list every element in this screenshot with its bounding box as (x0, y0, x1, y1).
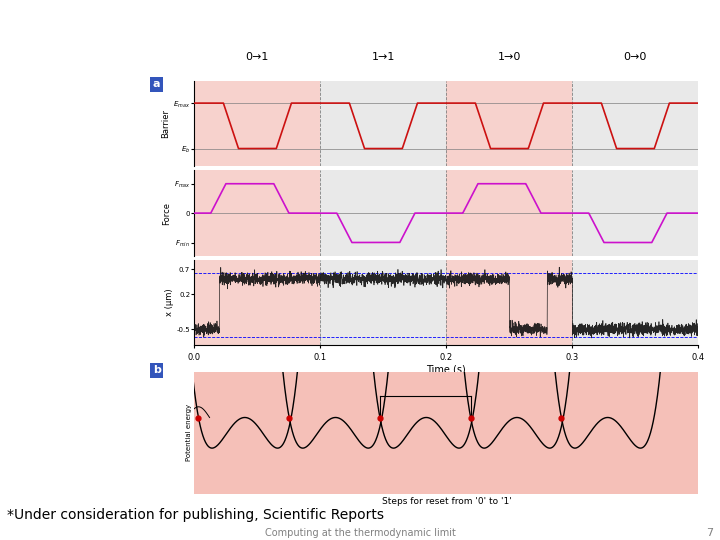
Bar (446, 81, 572, 166)
X-axis label: Steps for reset from '0' to '1': Steps for reset from '0' to '1' (382, 497, 511, 506)
Y-axis label: Potential energy: Potential energy (186, 404, 192, 461)
Bar (572, 81, 698, 166)
Text: 1→1: 1→1 (372, 52, 395, 62)
Text: Computing at the thermodynamic limit: Computing at the thermodynamic limit (7, 18, 495, 38)
Text: a: a (153, 79, 161, 89)
Text: 7: 7 (706, 528, 713, 538)
Y-axis label: x (μm): x (μm) (165, 289, 174, 316)
Bar (446, 260, 572, 345)
Text: 1→0: 1→0 (498, 52, 521, 62)
Bar (320, 81, 446, 166)
Text: M. López-Suárez; I. Neri; L. Gammaitoni: M. López-Suárez; I. Neri; L. Gammaitoni (464, 40, 713, 53)
Bar (320, 260, 446, 345)
Bar (194, 81, 320, 166)
Y-axis label: Barrier: Barrier (161, 109, 171, 138)
Text: 0→1: 0→1 (246, 52, 269, 62)
Text: 0→0: 0→0 (624, 52, 647, 62)
Bar (572, 260, 698, 345)
Bar (194, 260, 320, 345)
Text: *Under consideration for publishing, Scientific Reports: *Under consideration for publishing, Sci… (7, 508, 384, 522)
Text: Computing at the thermodynamic limit: Computing at the thermodynamic limit (264, 528, 456, 538)
Y-axis label: Force: Force (162, 201, 171, 225)
Bar (320, 171, 446, 256)
Text: b: b (153, 366, 161, 375)
Bar (194, 171, 320, 256)
Bar (572, 171, 698, 256)
Bar (446, 171, 572, 256)
X-axis label: Time (s): Time (s) (426, 364, 467, 375)
